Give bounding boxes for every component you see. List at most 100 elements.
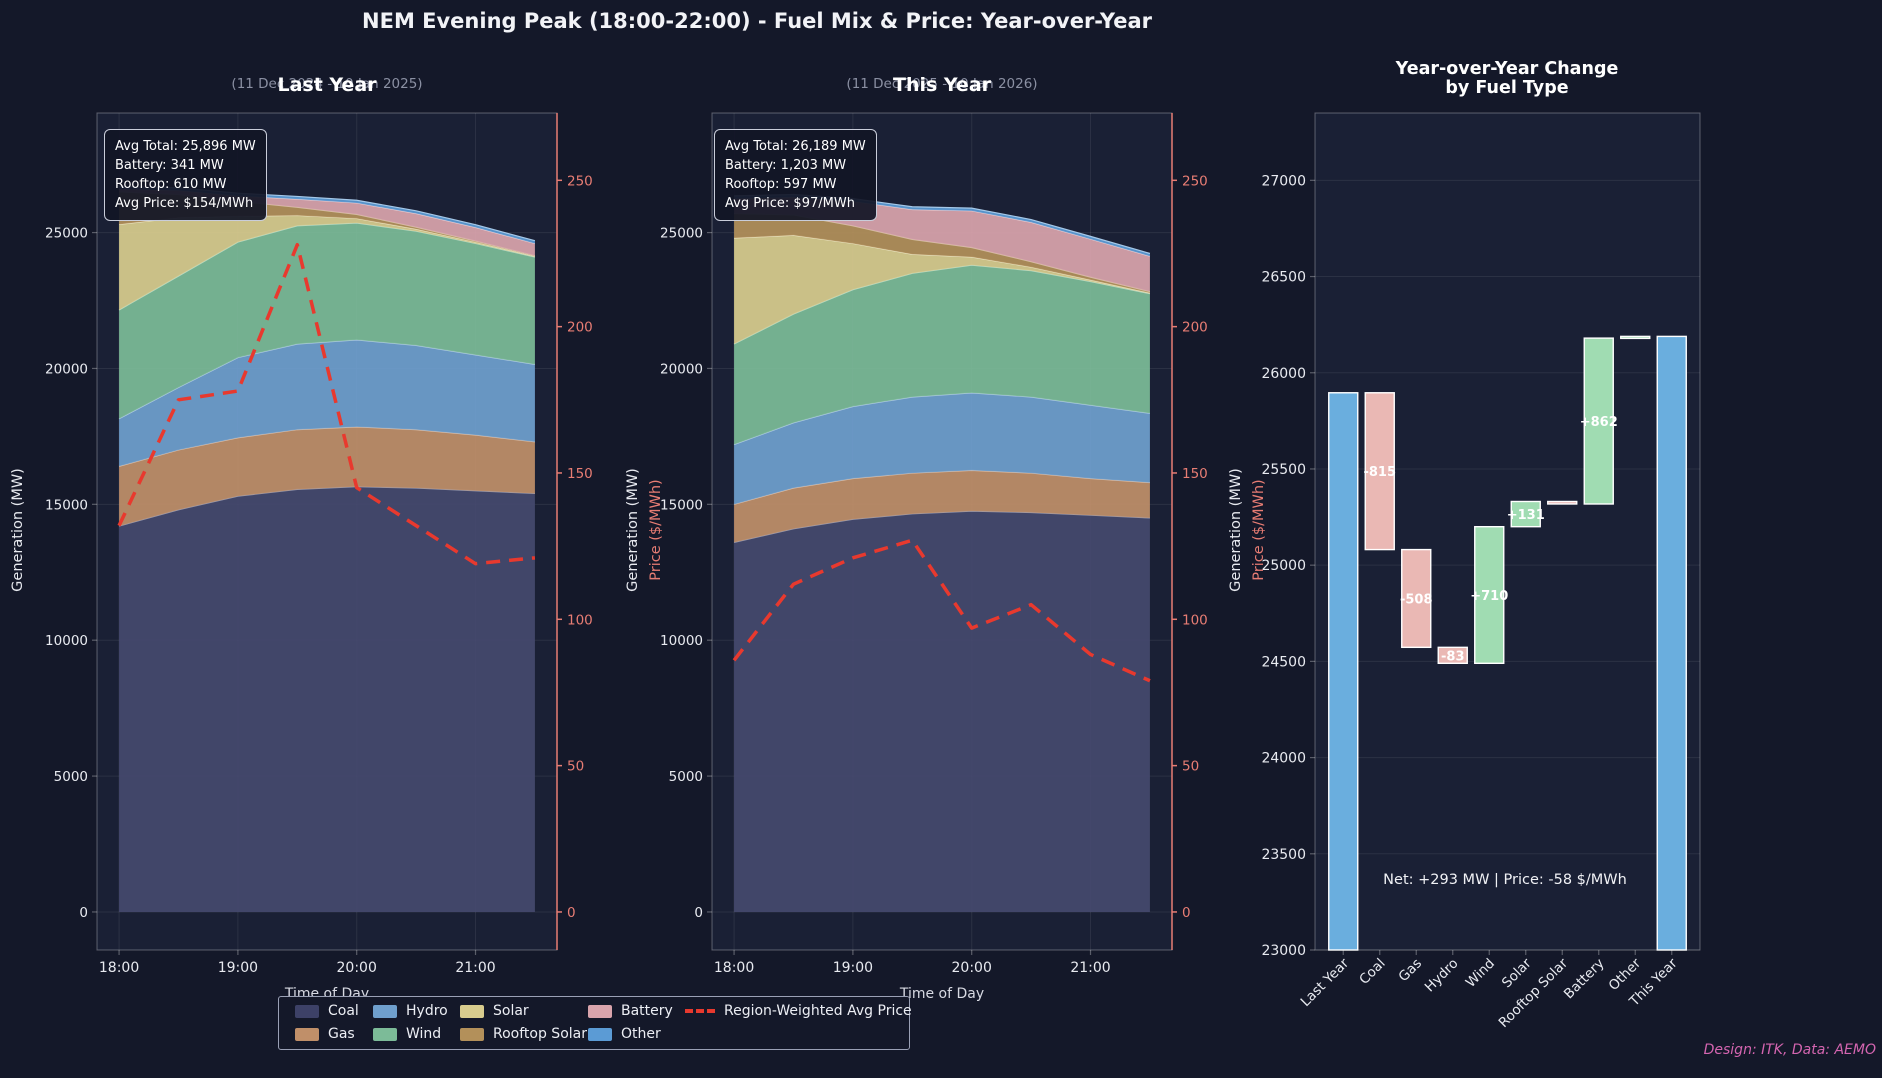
svg-text:20:00: 20:00 (337, 960, 377, 976)
panel3-title: Year-over-Year Change by Fuel Type (1396, 60, 1619, 98)
svg-text:19:00: 19:00 (218, 960, 258, 976)
svg-text:100: 100 (567, 612, 593, 628)
svg-text:5000: 5000 (669, 769, 703, 785)
waterfall-bar-coal (1364, 392, 1395, 551)
svg-text:25000: 25000 (1261, 558, 1306, 574)
panel2-ylabel-generation: Generation (MW) (625, 468, 641, 592)
svg-text:20000: 20000 (45, 361, 88, 377)
panel1-ylabel-generation: Generation (MW) (10, 468, 26, 592)
svg-text:26500: 26500 (1261, 270, 1306, 286)
legend-label-gas: Gas (328, 1026, 355, 1042)
svg-text:200: 200 (567, 320, 593, 336)
waterfall-bar-solar (1510, 500, 1541, 528)
svg-text:50: 50 (567, 759, 584, 775)
waterfall-bar-battery (1583, 337, 1614, 505)
solar-swatch-icon (460, 1004, 484, 1018)
legend-item-other: Other (588, 1026, 661, 1042)
lastyear-battery: Battery: 341 MW (115, 158, 224, 173)
svg-text:-815: -815 (1363, 465, 1396, 480)
area-wind (119, 223, 535, 419)
panel2-subtitle: (11 Dec 2025 - 10 Jan 2026) (846, 76, 1038, 92)
svg-text:24000: 24000 (1261, 751, 1306, 767)
svg-text:0: 0 (567, 905, 576, 921)
svg-text:23500: 23500 (1261, 847, 1306, 863)
svg-text:23000: 23000 (1261, 943, 1306, 959)
legend-item-avg-price: Region-Weighted Avg Price (685, 1003, 912, 1019)
thisyear-battery: Battery: 1,203 MW (725, 158, 847, 173)
rooftop-solar-swatch-icon (460, 1027, 484, 1041)
svg-text:-83: -83 (1441, 649, 1465, 664)
area-gas (734, 470, 1150, 543)
svg-text:+131: +131 (1507, 508, 1545, 523)
thisyear-stats-box: Avg Total: 26,189 MW Battery: 1,203 MW R… (714, 129, 877, 221)
svg-text:18:00: 18:00 (714, 960, 754, 976)
thisyear-avg-price: Avg Price: $97/MWh (725, 196, 855, 211)
svg-text:-508: -508 (1400, 592, 1433, 607)
area-hydro (734, 392, 1150, 505)
svg-text:Gas: Gas (1396, 956, 1426, 986)
svg-text:19:00: 19:00 (833, 960, 873, 976)
legend-item-rooftop-solar: Rooftop Solar (460, 1026, 587, 1042)
svg-text:21:00: 21:00 (1070, 960, 1110, 976)
area-gas (119, 426, 535, 527)
credit-footer: Design: ITK, Data: AEMO (1703, 1042, 1876, 1058)
price-line (732, 538, 1151, 683)
svg-text:+862: +862 (1580, 415, 1618, 430)
svg-text:15000: 15000 (660, 497, 703, 513)
chart-yoy-waterfall: -815 -508 -83 +710 +131 +862 23000 23500 24000 24… (1261, 112, 1701, 1031)
thisyear-rooftop: Rooftop: 597 MW (725, 177, 837, 192)
lastyear-stats-box: Avg Total: 25,896 MW Battery: 341 MW Roo… (104, 129, 267, 221)
svg-text:21:00: 21:00 (455, 960, 495, 976)
page-title: NEM Evening Peak (18:00-22:00) - Fuel Mi… (362, 9, 1152, 33)
svg-text:15000: 15000 (45, 497, 88, 513)
svg-text:0: 0 (694, 905, 703, 921)
legend-label-hydro: Hydro (406, 1003, 448, 1019)
chart-last-year: 0 5000 10000 15000 20000 25000 18:00 19:00 20:00… (45, 112, 593, 976)
svg-text:10000: 10000 (660, 633, 703, 649)
waterfall-bar-other (1620, 335, 1651, 340)
legend: Coal Gas Hydro Wind Solar Rooftop Solar … (278, 996, 912, 1050)
panel1-subtitle: (11 Dec 2024 - 10 Jan 2025) (231, 76, 423, 92)
svg-text:50: 50 (1182, 759, 1199, 775)
legend-item-gas: Gas (295, 1026, 355, 1042)
svg-text:25000: 25000 (660, 226, 703, 242)
svg-text:+710: +710 (1470, 589, 1508, 604)
area-coal (119, 486, 535, 912)
other-swatch-icon (588, 1027, 612, 1041)
area-hydro (119, 339, 535, 467)
svg-text:0: 0 (79, 905, 88, 921)
area-solar (734, 235, 1150, 344)
panel2-xlabel: Time of Day (899, 986, 985, 1002)
svg-text:250: 250 (567, 173, 593, 189)
coal-swatch-icon (295, 1004, 319, 1018)
battery-swatch-icon (588, 1004, 612, 1018)
legend-item-wind: Wind (373, 1026, 441, 1042)
waterfall-bar-wind (1474, 525, 1505, 665)
panel2-ylabel-price: Price ($/MWh) (1251, 479, 1267, 581)
legend-label-wind: Wind (406, 1026, 442, 1042)
svg-text:100: 100 (1182, 612, 1208, 628)
svg-text:200: 200 (1182, 320, 1208, 336)
svg-text:150: 150 (567, 466, 593, 482)
panel3-ylabel-generation: Generation (MW) (1228, 468, 1244, 592)
panel1-ylabel-price: Price ($/MWh) (648, 479, 664, 581)
svg-text:Wind: Wind (1463, 956, 1498, 991)
svg-text:27000: 27000 (1261, 173, 1306, 189)
area-rooftop-solar (734, 213, 1150, 293)
waterfall-bar-this-year (1656, 335, 1687, 951)
panel2-title: This Year (892, 74, 992, 96)
svg-text:150: 150 (1182, 466, 1208, 482)
area-wind (734, 265, 1150, 445)
svg-text:25000: 25000 (45, 226, 88, 242)
svg-text:24500: 24500 (1261, 654, 1306, 670)
legend-label-solar: Solar (493, 1003, 529, 1019)
svg-text:Coal: Coal (1356, 956, 1388, 988)
svg-text:26000: 26000 (1261, 366, 1306, 382)
price-line (117, 242, 536, 566)
legend-item-hydro: Hydro (373, 1003, 448, 1019)
area-solar (119, 215, 535, 311)
waterfall-bar-hydro (1437, 646, 1468, 665)
thisyear-avg-total: Avg Total: 26,189 MW (725, 139, 866, 154)
wind-swatch-icon (373, 1027, 397, 1041)
